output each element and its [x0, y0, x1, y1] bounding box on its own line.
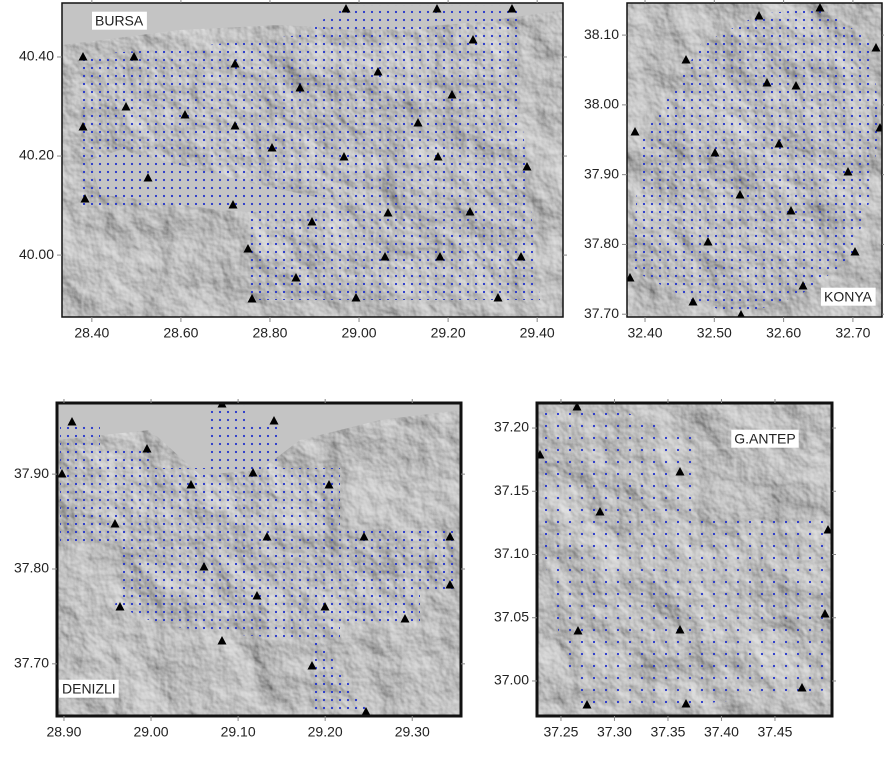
x-tick-label: 37.30 [597, 724, 632, 740]
y-tick-label: 37.90 [14, 465, 49, 481]
region-label: DENIZLI [62, 681, 116, 697]
x-tick-label: 32.70 [835, 325, 870, 341]
x-tick-label: 29.10 [221, 724, 256, 740]
y-tick-label: 37.05 [494, 608, 529, 624]
y-tick-label: 37.90 [584, 165, 619, 181]
y-tick-label: 37.80 [14, 560, 49, 576]
x-tick-label: 28.40 [74, 325, 109, 341]
x-tick-label: 28.90 [46, 724, 81, 740]
x-tick-label: 29.00 [134, 724, 169, 740]
map-content [57, 399, 461, 716]
y-tick-label: 37.70 [14, 655, 49, 671]
map-content [626, 3, 884, 319]
y-tick-label: 38.00 [584, 96, 619, 112]
y-tick-label: 37.20 [494, 419, 529, 435]
y-tick-label: 40.20 [19, 147, 54, 163]
region-label: KONYA [824, 289, 873, 305]
y-tick-label: 37.15 [494, 482, 529, 498]
region-label: BURSA [95, 13, 144, 29]
x-tick-label: 37.35 [650, 724, 685, 740]
x-tick-label: 37.45 [757, 724, 792, 740]
x-tick-label: 28.80 [252, 325, 287, 341]
x-tick-label: 28.60 [163, 325, 198, 341]
map-panel: G.ANTEP 37.25 37.30 37.35 37.40 37.45 37.00 37.… [494, 399, 836, 740]
map-panel: KONYA 32.40 32.50 32.60 32.70 37.70 37.80 37.90… [584, 0, 884, 341]
y-tick-label: 40.00 [19, 246, 54, 262]
map-content [62, 3, 563, 317]
y-tick-label: 38.10 [584, 26, 619, 42]
map-panel: BURSA 28.40 28.60 28.80 29.00 29.20 29.40 40.00… [19, 0, 567, 341]
x-tick-label: 29.30 [395, 724, 430, 740]
page: {"panels": [ {"label": "BURSA", "xlim": … [0, 0, 884, 752]
figure: BURSA 28.40 28.60 28.80 29.00 29.20 29.40 40.00… [0, 0, 884, 752]
x-tick-label: 37.40 [704, 724, 739, 740]
x-tick-label: 32.60 [766, 325, 801, 341]
x-tick-label: 32.50 [697, 325, 732, 341]
y-tick-label: 37.10 [494, 545, 529, 561]
x-tick-label: 29.20 [308, 724, 343, 740]
y-tick-label: 37.70 [584, 305, 619, 321]
x-tick-label: 32.40 [627, 325, 662, 341]
region-label: G.ANTEP [734, 431, 795, 447]
y-tick-label: 37.80 [584, 235, 619, 251]
map-content [536, 402, 833, 716]
x-tick-label: 37.25 [543, 724, 578, 740]
y-tick-label: 40.40 [19, 48, 54, 64]
y-tick-label: 37.00 [494, 672, 529, 688]
x-tick-label: 29.00 [342, 325, 377, 341]
x-tick-label: 29.20 [431, 325, 466, 341]
map-panel: DENIZLI 28.90 29.00 29.10 29.20 29.30 37.70 37.… [14, 399, 465, 740]
x-tick-label: 29.40 [520, 325, 555, 341]
